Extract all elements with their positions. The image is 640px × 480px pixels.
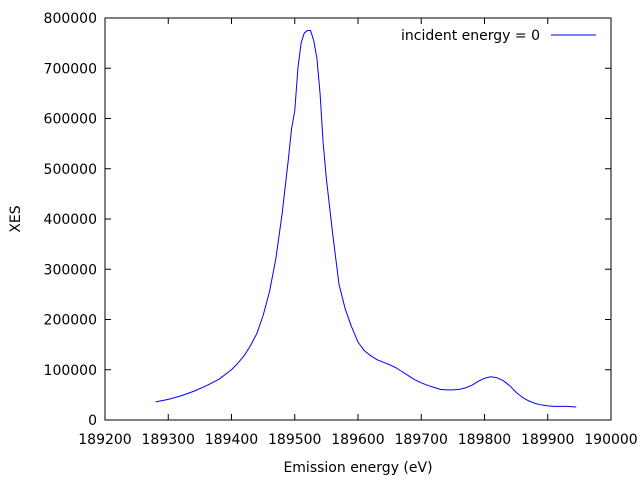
y-axis-label: XES — [8, 205, 24, 232]
x-axis-label: Emission energy (eV) — [283, 460, 432, 476]
legend-label: incident energy = 0 — [401, 28, 540, 44]
x-tick-label: 189200 — [78, 432, 131, 448]
x-tick-label: 189400 — [205, 432, 258, 448]
y-tick-label: 700000 — [44, 61, 97, 77]
x-tick-label: 190000 — [584, 432, 637, 448]
legend: incident energy = 0 — [401, 28, 596, 44]
y-tick-label: 100000 — [44, 363, 97, 379]
y-tick-label: 300000 — [44, 262, 97, 278]
x-tick-label: 189500 — [268, 432, 321, 448]
series-layer — [155, 30, 577, 408]
y-tick-label: 0 — [88, 413, 97, 429]
x-tick-label: 189800 — [458, 432, 511, 448]
series-line — [155, 30, 577, 408]
axis-ticks — [104, 17, 612, 421]
y-tick-label: 600000 — [44, 112, 97, 128]
x-tick-label: 189300 — [142, 432, 195, 448]
x-tick-label: 189600 — [331, 432, 384, 448]
y-tick-label: 400000 — [44, 212, 97, 228]
y-tick-label: 800000 — [44, 11, 97, 27]
plot-frame — [104, 17, 612, 421]
y-tick-label: 500000 — [44, 162, 97, 178]
x-tick-label: 189900 — [521, 432, 574, 448]
y-tick-label: 200000 — [44, 313, 97, 329]
x-tick-label: 189700 — [395, 432, 448, 448]
tick-labels: 189200 189300 189400 189500 189600 189700 1898… — [44, 11, 638, 448]
